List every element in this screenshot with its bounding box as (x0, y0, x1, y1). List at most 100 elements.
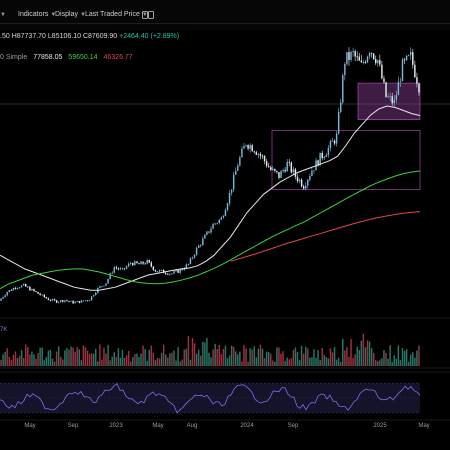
range-boxes (271, 82, 421, 191)
candle-body (181, 269, 183, 271)
toggle-button[interactable] (142, 11, 154, 21)
volume-bar (47, 350, 50, 366)
candle-body (167, 273, 169, 275)
candle-body (84, 300, 87, 302)
volume-bar (2, 354, 4, 366)
candle-body (117, 268, 120, 270)
candle-body (261, 155, 264, 157)
x-tick-label: May (24, 423, 36, 429)
display-button[interactable]: Display ▼ (55, 11, 86, 18)
candle-body (66, 300, 68, 302)
volume-bar (323, 355, 325, 366)
candle-body (212, 223, 214, 229)
volume-bar (181, 359, 183, 366)
candle-body (364, 62, 367, 64)
volume-bar (183, 349, 185, 366)
volume-bar (302, 353, 305, 366)
volume-bar (162, 344, 165, 366)
moving-average-lines (0, 105, 421, 291)
candle-body (18, 287, 21, 289)
volume-bar (204, 342, 206, 366)
candle-body (51, 299, 54, 301)
volume-bar (329, 348, 332, 366)
volume-bar (348, 356, 350, 366)
volume-bar (290, 358, 293, 366)
x-axis: May Sep 2023 May Aug 2024 Sep 2025 May (0, 420, 450, 440)
volume-bar (309, 357, 311, 366)
volume-bar (27, 347, 29, 366)
candle-body (319, 152, 321, 166)
volume-bar (123, 357, 126, 366)
candle-body (321, 152, 323, 159)
candle-body (302, 186, 305, 189)
candle-body (393, 99, 395, 104)
volume-bar (249, 348, 251, 366)
candle-body (416, 77, 418, 84)
candle-body (113, 267, 115, 273)
indicators-button[interactable]: Indicators ▼ (18, 11, 57, 18)
volume-bar (335, 359, 338, 366)
ma-legend[interactable]: 0 Simple 77858.05 59650.14 46326.77 (0, 54, 137, 61)
gridlines (0, 317, 450, 421)
candle-body (72, 300, 74, 304)
volume-bar (45, 357, 48, 366)
volume-bar (265, 351, 268, 366)
volume-bar (35, 358, 37, 366)
volume-bar (6, 348, 8, 366)
volume-bar (171, 352, 173, 366)
candle-body (2, 297, 4, 299)
volume-bar (284, 360, 286, 366)
volume-bar (127, 350, 130, 366)
candle-body (206, 231, 208, 235)
candle-body (284, 169, 286, 172)
volume-bar (228, 355, 231, 366)
candle-body (247, 145, 249, 149)
candle-body (25, 284, 27, 287)
x-tick-label: Sep (287, 423, 299, 429)
volume-bar (74, 351, 76, 366)
volume-bar (125, 355, 128, 366)
volume-bar (206, 337, 208, 366)
volume-bar (237, 354, 239, 366)
volume-bar (130, 361, 132, 366)
volume-bar (364, 347, 367, 366)
candle-body (16, 288, 19, 289)
price-type-button[interactable]: Last Traded Price ▼ (85, 11, 148, 18)
volume-bar (88, 353, 91, 366)
candle-body (60, 300, 62, 302)
candle-body (235, 170, 237, 175)
candle-body (70, 300, 72, 302)
candle-body (152, 266, 155, 271)
volume-bar (377, 361, 379, 366)
candle-body (337, 111, 340, 134)
volume-bar (416, 350, 418, 366)
volume-bar (346, 346, 348, 366)
volume-bar (51, 358, 54, 366)
volume-bar (327, 358, 330, 366)
candle-body (90, 296, 93, 301)
candle-body (33, 289, 35, 292)
volume-bar (187, 336, 190, 366)
volume-bar (356, 346, 358, 366)
candle-body (197, 245, 200, 248)
volume-bar (399, 360, 402, 366)
candle-body (360, 60, 363, 63)
candle-body (387, 96, 389, 98)
candle-body (175, 270, 177, 272)
chevron-down-icon: ▼ (0, 12, 6, 18)
candle-body (329, 140, 332, 148)
candle-body (183, 268, 185, 270)
volume-bar (78, 349, 80, 366)
volume-bar (261, 348, 264, 366)
candle-body (154, 270, 157, 272)
volume-bar (99, 344, 101, 366)
volume-bar (64, 350, 66, 366)
toolbar-dropdown-partial[interactable]: ▼ (0, 11, 6, 18)
volume-bar (119, 357, 122, 366)
candle-body (410, 52, 412, 56)
candle-body (368, 53, 371, 57)
candle-body (245, 145, 247, 146)
candle-body (414, 64, 416, 78)
candle-body (397, 81, 400, 96)
